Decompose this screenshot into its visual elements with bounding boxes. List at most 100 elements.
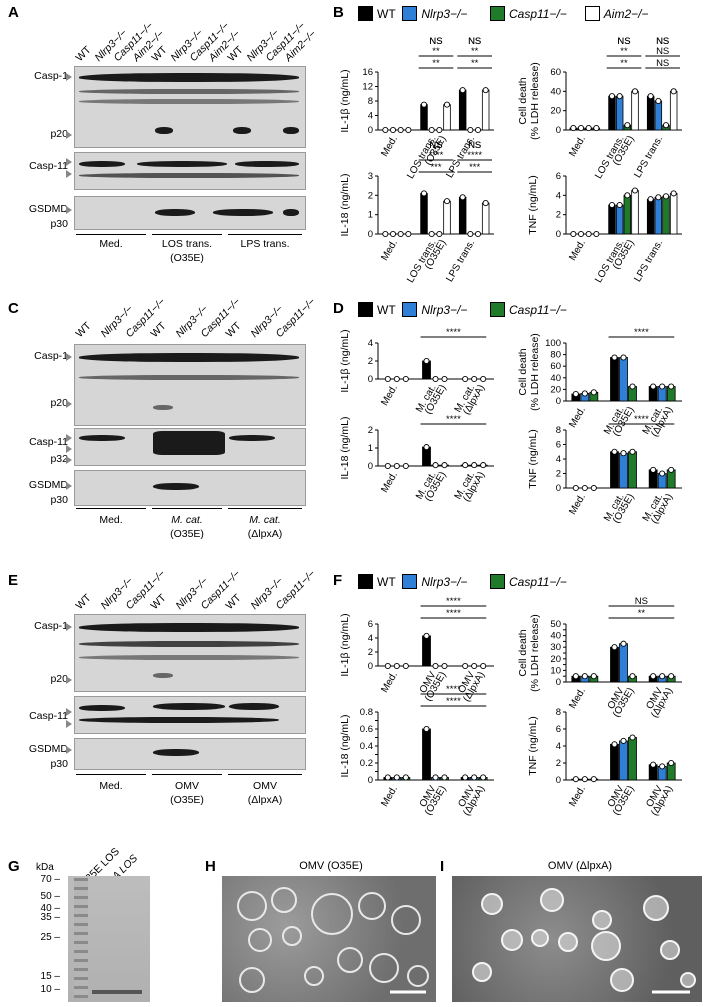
y-tick-label: 0 xyxy=(368,125,373,136)
micrograph-title-i: OMV (ΔlpxA) xyxy=(547,860,613,872)
data-point xyxy=(581,776,588,783)
y-axis-label: Cell death xyxy=(517,77,529,124)
y-axis-label: (% LDH release) xyxy=(529,333,541,411)
data-point xyxy=(402,462,409,470)
data-point xyxy=(670,190,677,197)
sig-label: ** xyxy=(432,46,440,57)
blot-casp11-a xyxy=(74,152,306,190)
sig-label: NS xyxy=(468,140,481,151)
label-casp11: Casp-11 xyxy=(29,436,68,448)
bar xyxy=(608,95,616,131)
label-p30: p30 xyxy=(50,494,68,506)
data-point xyxy=(459,87,466,94)
y-tick-label: 8 xyxy=(368,96,373,107)
data-point xyxy=(420,101,428,108)
sig-label: NS xyxy=(617,36,630,47)
data-point xyxy=(581,390,588,397)
group-label: (ΔlpxA) xyxy=(247,528,283,540)
y-tick-label: 40 xyxy=(550,86,561,97)
y-tick-label: 0.8 xyxy=(360,707,373,718)
data-point xyxy=(382,126,389,134)
y-tick-label: 4 xyxy=(368,338,373,349)
panel-label-e: E xyxy=(8,572,19,589)
data-point xyxy=(585,230,592,238)
legend-item: Nlrp3−/− xyxy=(402,574,467,589)
bar xyxy=(631,190,639,235)
bar xyxy=(443,200,451,235)
data-point xyxy=(570,230,577,238)
data-point xyxy=(471,662,478,670)
y-tick-label: 4 xyxy=(368,111,373,122)
category-label: Med. xyxy=(567,134,588,159)
bar xyxy=(481,202,490,235)
gel-image xyxy=(68,876,150,1002)
data-point xyxy=(647,93,654,100)
data-point xyxy=(577,125,585,132)
data-point xyxy=(581,673,588,680)
category-label: Med. xyxy=(379,134,400,159)
bar xyxy=(646,95,655,131)
data-point xyxy=(581,484,588,492)
data-point xyxy=(585,125,592,132)
y-tick-label: 8 xyxy=(556,707,561,718)
gel-marker: 15 – xyxy=(40,971,60,982)
arrow-icon xyxy=(66,623,72,631)
data-point xyxy=(441,662,448,670)
y-tick-label: 60 xyxy=(550,67,561,78)
sig-label: ** xyxy=(620,46,628,57)
data-point xyxy=(593,125,600,132)
y-tick-label: 3 xyxy=(368,171,373,182)
data-point xyxy=(655,97,662,105)
label-casp1: Casp-1 xyxy=(34,70,68,82)
sig-label: **** xyxy=(446,684,461,695)
legend-label: WT xyxy=(377,574,396,589)
arrow-icon xyxy=(66,170,72,178)
data-point xyxy=(611,354,618,361)
sig-label: **** xyxy=(446,327,461,338)
data-point xyxy=(467,126,474,134)
data-point xyxy=(423,632,430,639)
data-point xyxy=(650,761,657,768)
sig-label: ** xyxy=(471,46,479,57)
data-point xyxy=(471,375,478,383)
data-point xyxy=(423,725,430,733)
bar xyxy=(610,451,619,489)
category-label: Med. xyxy=(379,470,400,495)
sig-label: NS xyxy=(429,36,442,47)
panel-label-a: A xyxy=(8,4,19,21)
y-tick-label: 12 xyxy=(362,82,373,93)
sig-label: ** xyxy=(471,58,479,69)
data-point xyxy=(570,125,577,132)
sig-label: NS xyxy=(468,36,481,47)
data-point xyxy=(480,774,487,781)
y-tick-label: 2 xyxy=(368,190,373,201)
bar xyxy=(628,451,637,489)
legend-item: WT xyxy=(358,302,396,317)
data-point xyxy=(482,200,489,207)
label-casp1: Casp-1 xyxy=(34,350,68,362)
data-point xyxy=(659,673,666,680)
label-p20: p20 xyxy=(50,673,68,685)
category-label: Med. xyxy=(567,238,588,263)
data-point xyxy=(668,673,675,680)
panel-label-h: H xyxy=(205,858,216,875)
gel-marker: 70 – xyxy=(40,874,60,885)
data-point xyxy=(432,375,439,383)
y-tick-label: 50 xyxy=(550,619,561,630)
micrograph-i xyxy=(452,876,702,1002)
sig-label: **** xyxy=(467,150,482,161)
category-label: Med. xyxy=(567,492,588,517)
data-point xyxy=(443,101,451,108)
label-p30: p30 xyxy=(50,758,68,770)
arrow-icon xyxy=(66,676,72,684)
data-point xyxy=(572,673,579,680)
data-point xyxy=(441,462,448,469)
sig-label: NS xyxy=(656,46,669,57)
data-point xyxy=(624,192,631,199)
y-tick-label: 30 xyxy=(550,642,561,653)
data-point xyxy=(590,776,597,783)
data-point xyxy=(590,673,597,680)
data-point xyxy=(482,87,489,94)
data-point xyxy=(662,193,670,200)
